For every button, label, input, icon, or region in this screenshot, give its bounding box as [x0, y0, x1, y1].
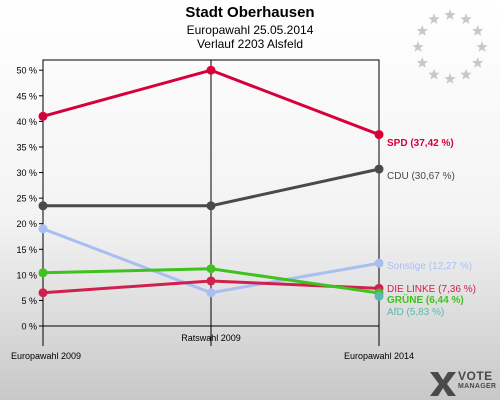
- eu-star: [476, 41, 488, 52]
- eu-star: [416, 57, 428, 68]
- brand-line-2: MANAGER: [458, 383, 497, 390]
- eu-star: [472, 57, 484, 68]
- data-point: [206, 201, 216, 211]
- data-point: [38, 111, 48, 121]
- data-point: [374, 130, 384, 140]
- chart-title: Stadt Oberhausen: [185, 4, 315, 21]
- chart-subtitle-2: Verlauf 2203 Alsfeld: [196, 37, 304, 51]
- y-tick-label: 35 %: [16, 142, 37, 152]
- data-point: [206, 65, 216, 75]
- eu-star: [444, 9, 456, 20]
- x-tick-label: Europawahl 2009: [11, 351, 81, 361]
- series-label: AfD (5,83 %): [387, 307, 444, 318]
- y-tick-label: 30 %: [16, 168, 37, 178]
- data-point: [38, 201, 48, 211]
- eu-star: [444, 73, 456, 84]
- series-label: GRÜNE (6,44 %): [387, 293, 464, 306]
- y-tick-label: 20 %: [16, 219, 37, 229]
- brand-line-1: VOTE: [458, 369, 493, 383]
- data-point: [38, 268, 48, 278]
- eu-star: [416, 25, 428, 36]
- x-tick-label: Europawahl 2014: [344, 351, 414, 361]
- y-tick-label: 40 %: [16, 117, 37, 127]
- series-label: DIE LINKE (7,36 %): [387, 284, 476, 295]
- data-point: [374, 164, 384, 174]
- y-tick-label: 15 %: [16, 245, 37, 255]
- y-tick-label: 10 %: [16, 270, 37, 280]
- y-tick-label: 45 %: [16, 91, 37, 101]
- vote-manager-logo-icon: [430, 372, 456, 396]
- eu-star: [428, 68, 440, 80]
- series-label: SPD (37,42 %): [387, 138, 454, 149]
- eu-star: [460, 13, 472, 25]
- eu-star: [460, 68, 472, 80]
- series-label: CDU (30,67 %): [387, 171, 455, 182]
- eu-star: [428, 13, 440, 25]
- data-point: [38, 288, 48, 298]
- data-point: [206, 276, 216, 286]
- eu-star: [412, 41, 424, 52]
- eu-star: [472, 25, 484, 36]
- y-tick-label: 5 %: [21, 296, 37, 306]
- data-point: [206, 288, 216, 298]
- data-point: [206, 264, 216, 274]
- y-tick-label: 25 %: [16, 194, 37, 204]
- x-tick-label: Ratswahl 2009: [181, 333, 241, 343]
- y-tick-label: 50 %: [16, 66, 37, 76]
- data-point: [374, 291, 384, 301]
- series-label: Sonstige (12,27 %): [387, 261, 472, 272]
- vote-manager-brand: VOTE MANAGER: [458, 369, 497, 391]
- data-point: [38, 224, 48, 234]
- data-point: [374, 258, 384, 268]
- eu-stars-icon: [412, 9, 488, 84]
- chart-subtitle: Europawahl 25.05.2014: [186, 23, 314, 37]
- y-tick-label: 0 %: [21, 322, 37, 332]
